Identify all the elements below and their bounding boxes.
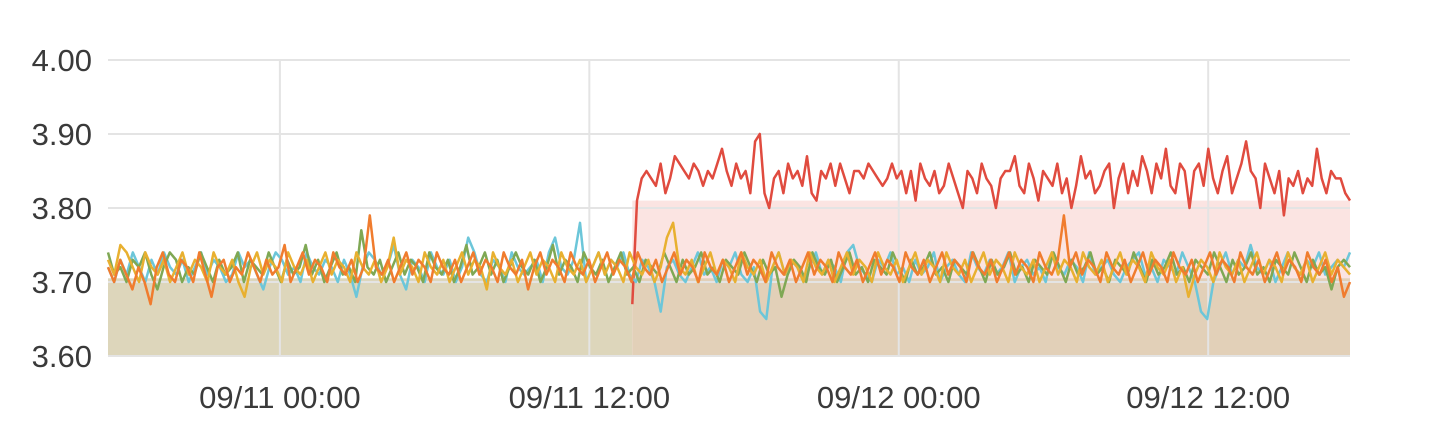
y-tick-label-4: 3.90 xyxy=(32,117,92,152)
y-tick-label-5: 4.00 xyxy=(32,43,92,78)
series-line-1 xyxy=(631,132,1352,305)
area-band-3 xyxy=(632,278,1350,356)
y-tick-label-3: 3.80 xyxy=(32,191,92,226)
area-layer xyxy=(108,200,1350,356)
x-axis: 09/11 00:00 09/11 12:00 09/12 00:00 09/12 1… xyxy=(199,380,1290,415)
x-tick-label-4: 09/12 12:00 xyxy=(1126,380,1290,415)
x-tick-label-3: 09/12 00:00 xyxy=(817,380,981,415)
x-tick-label-1: 09/11 00:00 xyxy=(199,380,360,415)
y-axis: 3.60 3.70 3.80 3.90 4.00 xyxy=(32,43,92,374)
y-tick-label-1: 3.60 xyxy=(32,339,92,374)
x-tick-label-2: 09/11 12:00 xyxy=(509,380,670,415)
series-line-5 xyxy=(106,214,1352,306)
series-layer xyxy=(106,132,1352,321)
area-band-1 xyxy=(108,278,633,356)
y-tick-label-2: 3.70 xyxy=(32,265,92,300)
grid-layer xyxy=(108,59,1350,357)
series-line-4 xyxy=(106,221,1351,299)
